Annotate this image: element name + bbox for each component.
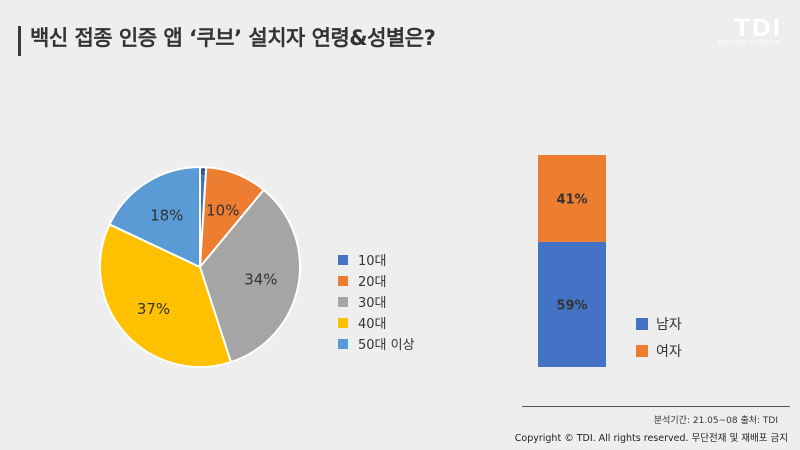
legend-label-4: 50대 이상 <box>358 338 415 353</box>
legend-label-2: 30대 <box>358 296 387 311</box>
pie-slice-3 <box>99 223 233 368</box>
footer-period: 분석기간: 21.05~08 출처: TDI <box>653 416 778 426</box>
brand-logo: TDI THE DATA INCUBATOR <box>718 14 782 46</box>
bar-legend-swatch-1 <box>636 345 648 357</box>
gender-stacked-bar-chart: 59% 41% <box>538 155 606 367</box>
age-pie-chart: 1%10%34%37%18% <box>99 165 301 368</box>
bar-data-label-1: 41% <box>556 192 587 207</box>
pie-data-label-3: 37% <box>137 300 170 318</box>
legend-label-1: 20대 <box>358 275 387 290</box>
footer-divider <box>522 406 790 407</box>
bar-legend-label-0: 남자 <box>656 317 682 333</box>
logo-text: TDI <box>733 14 782 42</box>
legend-swatch-4 <box>338 339 348 349</box>
page-title: 백신 접종 인증 앱 ‘쿠브’ 설치자 연령&성별은? <box>30 26 436 50</box>
legend-label-0: 10대 <box>358 254 387 269</box>
logo-subtitle: THE DATA INCUBATOR <box>717 40 782 46</box>
bar-data-label-0: 59% <box>556 298 587 313</box>
pie-data-label-2: 34% <box>244 271 277 289</box>
legend-label-3: 40대 <box>358 317 387 332</box>
pie-data-label-4: 18% <box>150 207 183 225</box>
bar-legend-swatch-0 <box>636 318 648 330</box>
age-pie-legend: 10대 20대 30대 40대 50대 이상 <box>338 254 415 353</box>
legend-swatch-0 <box>338 255 348 265</box>
bar-legend-label-1: 여자 <box>656 344 682 360</box>
legend-swatch-1 <box>338 276 348 286</box>
bar-segment-1 <box>538 155 606 242</box>
bar-segment-0 <box>538 241 606 367</box>
pie-slice-2 <box>198 188 301 364</box>
legend-swatch-3 <box>338 318 348 328</box>
pie-data-label-1: 10% <box>206 201 239 219</box>
title-accent-bar <box>18 26 21 56</box>
footer-copyright: Copyright © TDI. All rights reserved. 무단… <box>514 433 788 444</box>
legend-swatch-2 <box>338 297 348 307</box>
pie-slice-4 <box>108 165 201 269</box>
